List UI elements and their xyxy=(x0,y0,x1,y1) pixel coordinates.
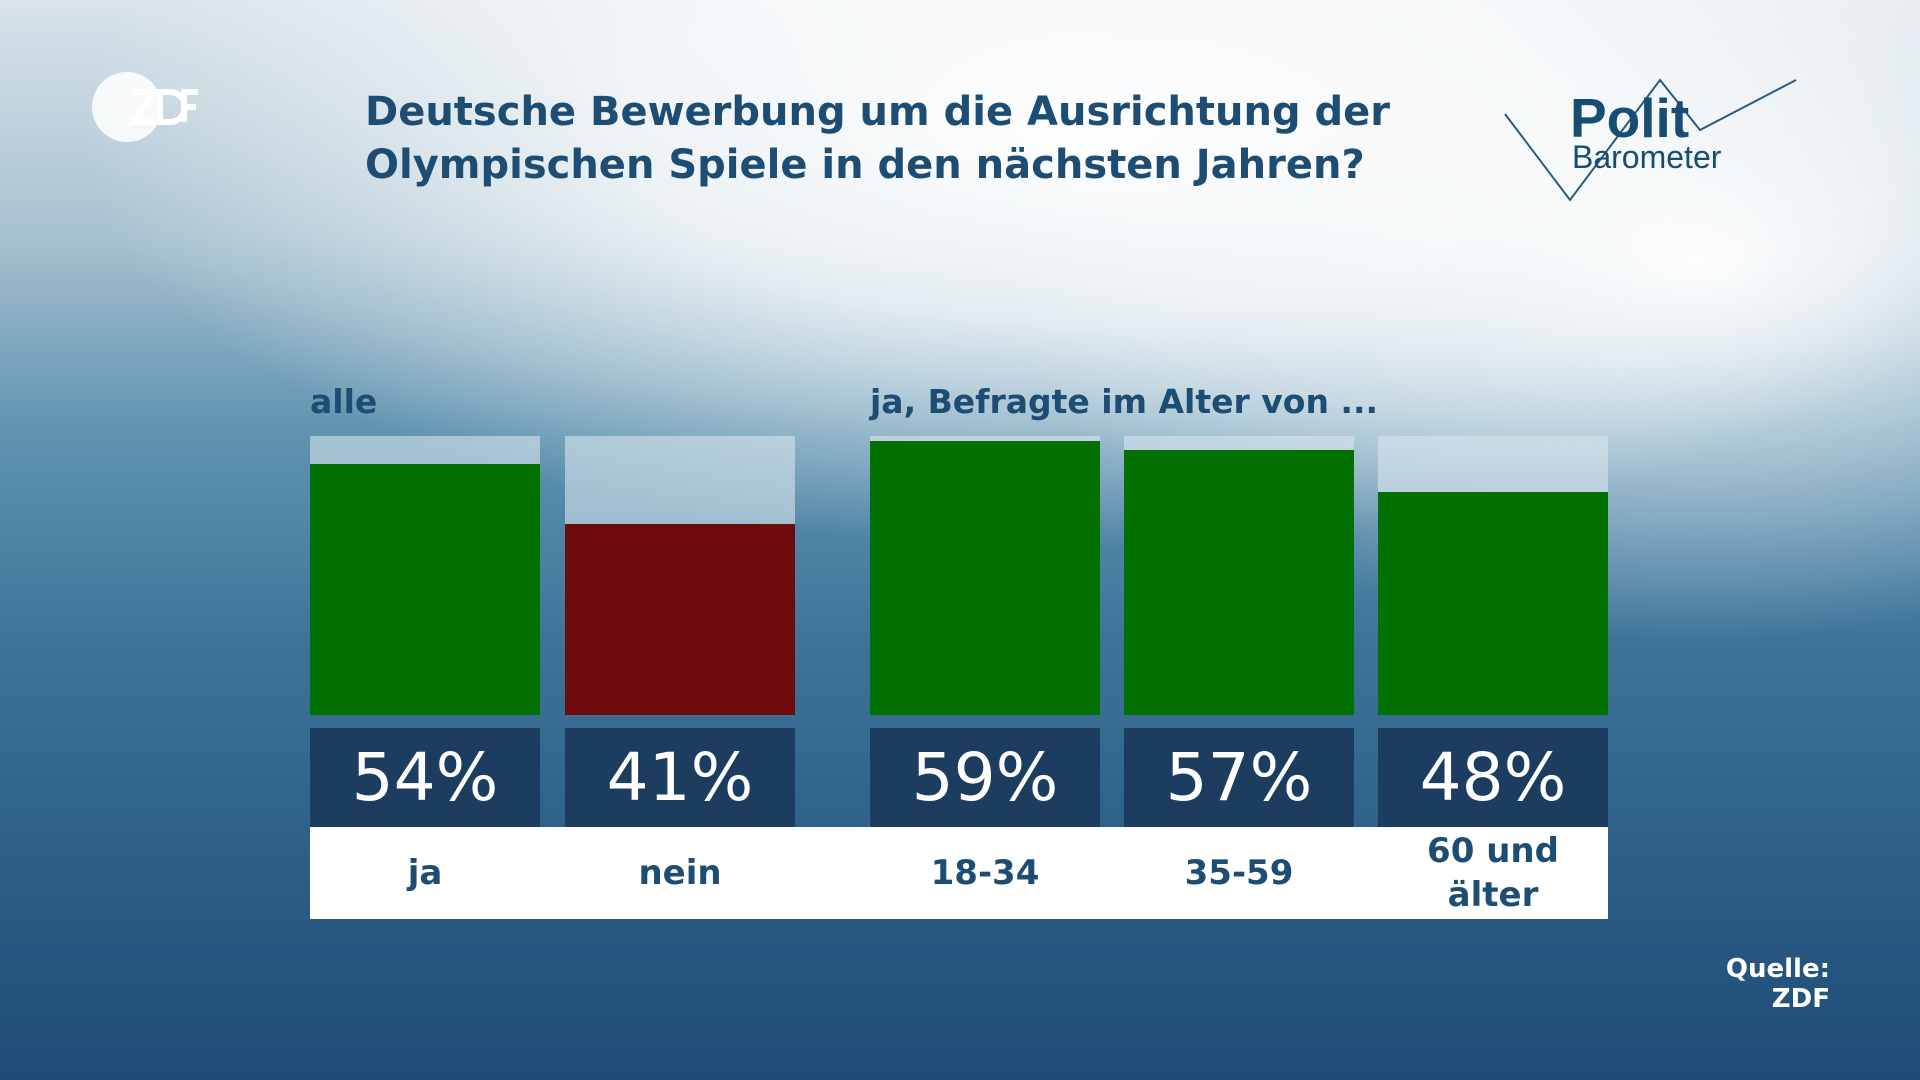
politbarometer-line-1: Polit xyxy=(1570,87,1690,149)
title-line-2: Olympischen Spiele in den nächsten Jahre… xyxy=(365,142,1365,188)
trend-line-icon xyxy=(1504,78,1797,202)
value-label-18-34: 59% xyxy=(870,728,1100,827)
politbarometer-logo: Polit Barometer xyxy=(1500,74,1800,204)
bar-column-nein: 41% xyxy=(565,436,795,916)
chart-title: Deutsche Bewerbung um die Ausrichtung de… xyxy=(365,86,1465,192)
category-label-row xyxy=(310,827,1608,919)
value-label-nein: 41% xyxy=(565,728,795,827)
bar-column-60-und-aelter: 48% xyxy=(1378,436,1608,916)
group-label-alle: alle xyxy=(310,382,378,421)
bar-nein xyxy=(565,524,795,715)
value-label-60-und-aelter: 48% xyxy=(1378,728,1608,827)
bar-ja xyxy=(310,464,540,715)
title-line-1: Deutsche Bewerbung um die Ausrichtung de… xyxy=(365,89,1391,135)
value-label-35-59: 57% xyxy=(1124,728,1354,827)
category-label-35-59: 35-59 xyxy=(1184,853,1294,893)
bar-18-34 xyxy=(870,441,1100,715)
bar-column-18-34: 59% xyxy=(870,436,1100,916)
category-label-18-34: 18-34 xyxy=(930,853,1040,893)
value-label-ja: 54% xyxy=(310,728,540,827)
category-label-nein: nein xyxy=(638,853,722,893)
bar-column-ja: 54% xyxy=(310,436,540,916)
category-label-ja: ja xyxy=(407,853,443,893)
politbarometer-line-2: Barometer xyxy=(1572,139,1722,175)
group-label-age: ja, Befragte im Alter von ... xyxy=(870,382,1379,421)
zdf-logo xyxy=(92,72,198,142)
category-label-60-und-aelter: 60 und älter xyxy=(1427,831,1559,915)
bar-60-und-aelter xyxy=(1378,492,1608,715)
bar-35-59 xyxy=(1124,450,1354,715)
source-note: Quelle: ZDF xyxy=(1725,954,1830,1014)
bar-column-35-59: 57% xyxy=(1124,436,1354,916)
